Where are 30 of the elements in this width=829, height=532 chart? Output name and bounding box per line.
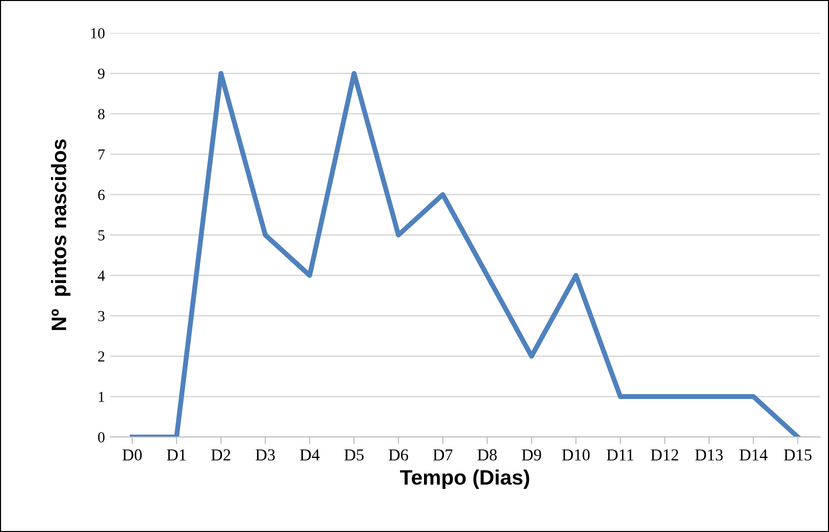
x-tick-label: D12 [650, 449, 678, 460]
x-tick-label: D11 [606, 449, 634, 460]
x-tick-label: D5 [344, 449, 364, 461]
x-tick-label: D7 [433, 449, 453, 460]
y-tick-label: 0 [98, 432, 105, 442]
x-tick-label: D2 [211, 449, 230, 460]
y-tick-label: 10 [91, 28, 105, 38]
x-tick-label: D4 [300, 449, 320, 460]
y-axis-title: Nº pintos nascidos [50, 139, 70, 330]
x-tick-label: D0 [122, 449, 142, 461]
x-tick-label: D15 [784, 449, 812, 461]
x-tick-label: D3 [256, 449, 275, 461]
x-tick-label: D1 [166, 449, 186, 460]
y-tick-label: 3 [98, 310, 105, 322]
x-tick-label: D9 [522, 449, 542, 461]
y-tick-label: 1 [98, 392, 104, 402]
y-tick-label: 4 [98, 270, 105, 281]
y-tick-label: 5 [98, 230, 105, 240]
x-tick-label: D8 [477, 449, 497, 461]
x-tick-label: D13 [695, 449, 723, 461]
y-tick-label: 6 [98, 190, 105, 200]
x-tick-label: D10 [562, 449, 590, 461]
x-axis-title: Tempo (Dias) [400, 469, 530, 489]
x-tick-label: D14 [740, 449, 768, 460]
y-tick-label: 7 [98, 149, 105, 160]
y-tick-label: 8 [98, 108, 105, 120]
y-tick-label: 2 [98, 351, 104, 362]
x-tick-label: D6 [388, 449, 408, 461]
line-series [130, 70, 800, 437]
y-tick-label: 9 [98, 68, 105, 79]
